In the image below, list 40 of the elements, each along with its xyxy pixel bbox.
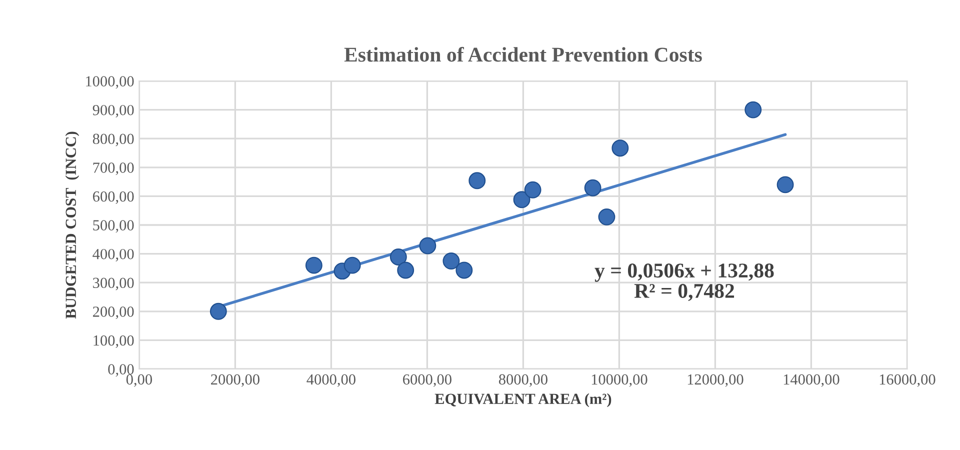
y-tick-label: 800,00 [92, 134, 134, 146]
point [524, 181, 542, 198]
x-tick-label: 0,00 [126, 374, 152, 387]
point [390, 248, 407, 266]
point [456, 262, 473, 279]
x-tick-label: 14000,00 [784, 374, 840, 387]
y-tick-label: 0,00 [108, 364, 134, 377]
x-tick-label: 4000,00 [306, 374, 356, 387]
y-tick-label: 600,00 [92, 191, 134, 204]
point [397, 262, 414, 279]
point [513, 191, 530, 208]
point [305, 256, 322, 274]
y-axis-title: BUDGETED COST (INCC) [65, 132, 80, 319]
x-axis-title: EQUIVALENT AREA (m²) [434, 393, 612, 408]
point [612, 140, 629, 157]
point [776, 176, 794, 194]
point [442, 252, 460, 270]
y-tick-label: 900,00 [92, 104, 134, 118]
x-tick-label: 2000,00 [211, 374, 260, 387]
x-tick-label: 8000,00 [498, 374, 548, 387]
point [584, 179, 602, 196]
chart-title: Estimation of Accident Prevention Costs [344, 46, 702, 62]
point [344, 256, 361, 274]
y-tick-label: 300,00 [93, 278, 134, 290]
y-tick-label: 500,00 [93, 220, 134, 233]
x-tick-label: 16000,00 [880, 374, 936, 387]
x-tick-label: 12000,00 [688, 374, 744, 387]
y-tick-label: 100,00 [94, 335, 134, 348]
y-tick-label: 1000,00 [86, 76, 134, 89]
point [419, 237, 436, 254]
x-tick-label: 10000,00 [592, 374, 648, 387]
point [468, 172, 486, 190]
point [744, 101, 762, 118]
annotation: y = 0,0506x + 132,88 R² = 0,7482 [594, 264, 774, 302]
y-tick-label: 200,00 [92, 306, 134, 320]
y-tick-label: 400,00 [92, 248, 134, 262]
point [210, 302, 227, 320]
x-tick-label: 6000,00 [403, 374, 452, 387]
point [598, 208, 616, 226]
y-tick-label: 700,00 [93, 162, 134, 176]
